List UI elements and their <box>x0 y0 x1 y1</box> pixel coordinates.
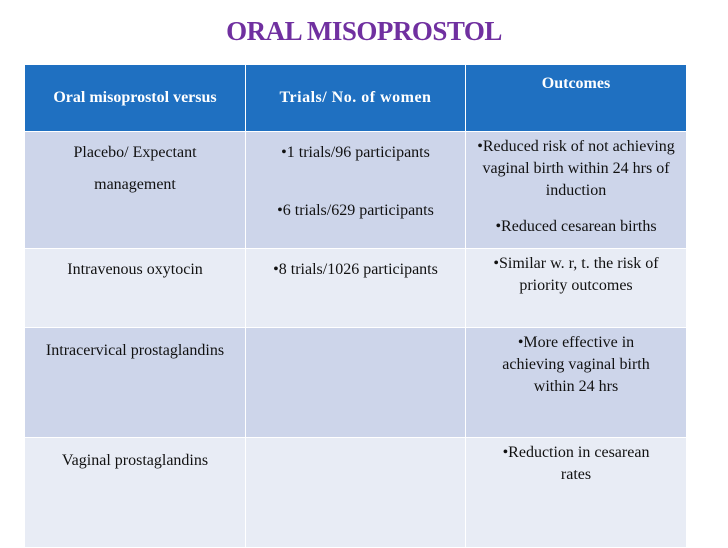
table-row: Vaginal prostaglandins •Reduction in ces… <box>24 437 687 548</box>
trials-text: •8 trials/1026 participants <box>273 261 438 278</box>
comparison-text: Intravenous oxytocin <box>67 261 203 278</box>
header-outcomes: Outcomes <box>465 64 687 132</box>
trials-text: •1 trials/96 participants <box>281 144 430 161</box>
comparison-cell: Vaginal prostaglandins <box>24 437 246 548</box>
header-trials: Trials/ No. of women <box>245 64 466 132</box>
outcomes-cell: •Reduction in cesarean rates <box>465 437 687 548</box>
comparison-text: Placebo/ Expectant <box>73 144 197 161</box>
trials-cell: •1 trials/96 participants •6 trials/629 … <box>245 131 466 249</box>
outcomes-cell: •More effective in achieving vaginal bir… <box>465 327 687 438</box>
outcome-text: •Reduction in cesarean rates <box>502 444 650 483</box>
trials-cell: •8 trials/1026 participants <box>245 248 466 328</box>
comparison-cell: Intravenous oxytocin <box>24 248 246 328</box>
table-row: Intracervical prostaglandins •More effec… <box>24 327 687 438</box>
outcome-text: •Reduced risk of not achieving vaginal b… <box>477 138 675 199</box>
trials-cell <box>245 437 466 548</box>
table-row: Placebo/ Expectant management •1 trials/… <box>24 131 687 249</box>
slide-title: ORAL MISOPROSTOL <box>226 16 502 46</box>
comparison-cell: Intracervical prostaglandins <box>24 327 246 438</box>
trials-cell <box>245 327 466 438</box>
outcome-text: •Similar w. r, t. the risk of priority o… <box>493 255 659 294</box>
comparison-text: Intracervical prostaglandins <box>45 342 225 359</box>
outcome-text: •More effective in achieving vaginal bir… <box>502 334 650 395</box>
comparison-table: Oral misoprostol versus Trials/ No. of w… <box>24 64 687 548</box>
table-row: Intravenous oxytocin •8 trials/1026 part… <box>24 248 687 328</box>
outcome-text: •Reduced cesarean births <box>495 218 657 235</box>
comparison-text: Vaginal prostaglandins <box>61 452 209 469</box>
table-header-row: Oral misoprostol versus Trials/ No. of w… <box>24 64 687 132</box>
comparison-text: management <box>94 176 176 193</box>
outcomes-cell: •Similar w. r, t. the risk of priority o… <box>465 248 687 328</box>
outcomes-cell: •Reduced risk of not achieving vaginal b… <box>465 131 687 249</box>
trials-text: •6 trials/629 participants <box>277 202 434 219</box>
comparison-cell: Placebo/ Expectant management <box>24 131 246 249</box>
header-comparison: Oral misoprostol versus <box>24 64 246 132</box>
